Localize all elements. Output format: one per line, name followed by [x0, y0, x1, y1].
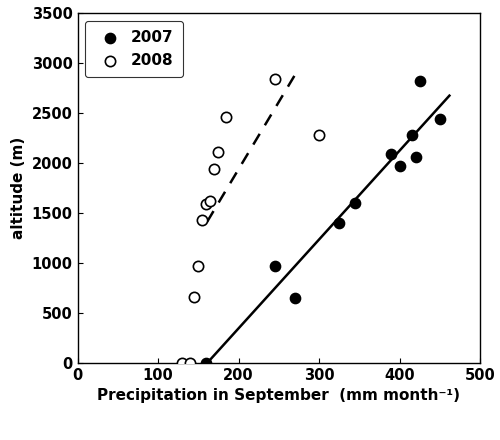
2008: [198, 216, 206, 224]
2008: [206, 198, 214, 205]
2008: [178, 359, 186, 367]
2007: [270, 263, 278, 270]
2007: [408, 132, 416, 139]
2008: [194, 263, 202, 270]
2007: [335, 220, 343, 227]
2007: [351, 200, 359, 207]
2007: [202, 359, 210, 367]
2008: [315, 132, 323, 139]
2008: [222, 114, 230, 121]
2008: [210, 165, 218, 172]
Y-axis label: altitude (m): altitude (m): [11, 137, 26, 239]
2007: [291, 294, 299, 301]
2007: [436, 116, 444, 123]
2007: [416, 77, 424, 84]
2008: [270, 76, 278, 83]
2008: [202, 201, 210, 208]
2008: [214, 149, 222, 156]
2007: [412, 154, 420, 161]
2007: [388, 150, 396, 158]
Legend: 2007, 2008: 2007, 2008: [85, 21, 183, 77]
2007: [396, 163, 404, 170]
2008: [190, 293, 198, 301]
X-axis label: Precipitation in September  (mm month⁻¹): Precipitation in September (mm month⁻¹): [97, 389, 460, 403]
2008: [186, 359, 194, 367]
